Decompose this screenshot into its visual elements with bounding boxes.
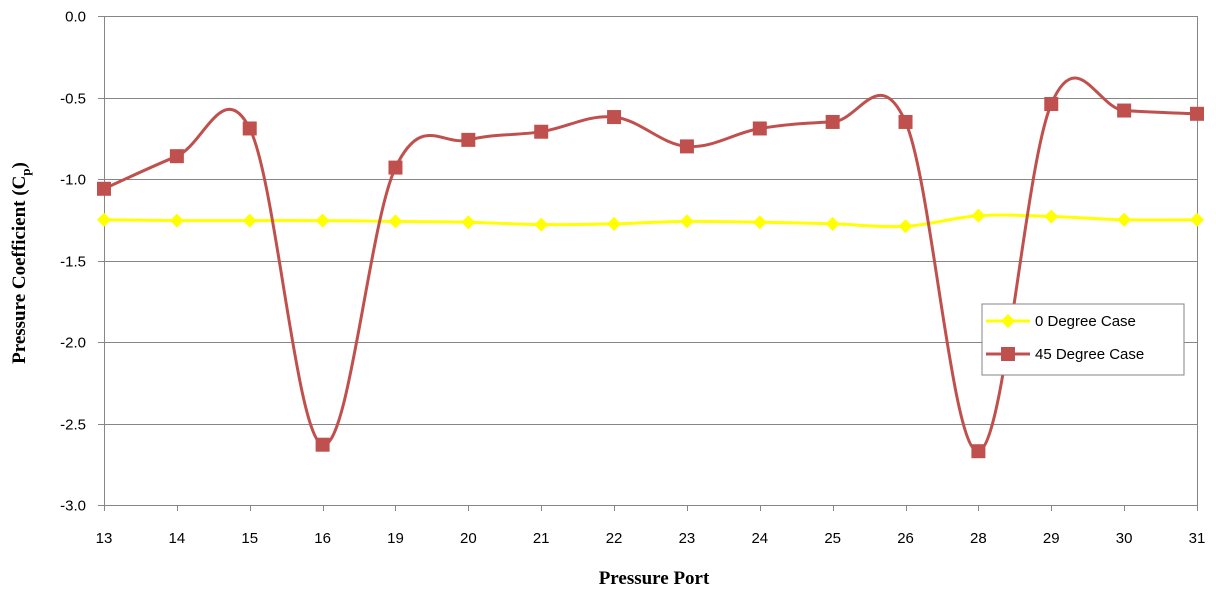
- series-1: [97, 76, 1204, 459]
- y-axis-title-subscript: p: [18, 168, 33, 175]
- series-line: [103, 76, 1198, 453]
- plot-area-border: [104, 16, 1198, 506]
- data-point-square: [315, 437, 330, 452]
- data-point-diamond: [898, 219, 913, 234]
- data-point-square: [1044, 97, 1059, 112]
- x-tick-label: 15: [241, 530, 258, 547]
- y-axis-title-main: Pressure Coefficient (C: [9, 176, 30, 364]
- y-tick-label: -2.5: [60, 417, 86, 434]
- legend-diamond-marker: [1001, 314, 1015, 328]
- x-tick-label: 25: [824, 530, 841, 547]
- y-tick-label: 0.0: [65, 9, 86, 26]
- y-tick-label: -3.0: [60, 498, 86, 515]
- data-point-diamond: [534, 217, 549, 232]
- legend-item-0-degree: 0 Degree Case: [986, 313, 1136, 330]
- legend-item-45-degree: 45 Degree Case: [986, 346, 1144, 363]
- data-point-diamond: [1117, 212, 1132, 227]
- data-point-square: [461, 132, 476, 147]
- x-tick-label: 23: [679, 530, 696, 547]
- data-point-square: [169, 149, 184, 164]
- y-tick-label: -2.0: [60, 335, 86, 352]
- y-axis-title-suffix: ): [9, 162, 30, 168]
- x-tick-label: 13: [96, 530, 113, 547]
- legend-box: [981, 303, 1185, 376]
- legend: 0 Degree Case 45 Degree Case: [981, 303, 1185, 376]
- x-tick-label: 21: [533, 530, 550, 547]
- data-point-diamond: [679, 214, 694, 229]
- x-tick-label: 19: [387, 530, 404, 547]
- legend-square-marker: [1001, 347, 1015, 361]
- series-line: [103, 213, 1198, 229]
- data-point-diamond: [971, 208, 986, 223]
- x-tick-label: 26: [897, 530, 914, 547]
- data-point-square: [1190, 106, 1204, 121]
- x-tick-label: 22: [606, 530, 623, 547]
- y-tick-labels: 0.0 -0.5 -1.0 -1.5 -2.0 -2.5 -3.0: [60, 9, 86, 515]
- data-point-diamond: [97, 212, 111, 227]
- x-tick-label: 30: [1116, 530, 1133, 547]
- x-tick-label: 14: [169, 530, 186, 547]
- data-point-square: [607, 110, 622, 125]
- x-tick-label: 24: [751, 530, 768, 547]
- data-point-diamond: [825, 216, 840, 231]
- data-point-square: [242, 121, 257, 136]
- data-point-diamond: [315, 213, 330, 228]
- data-point-square: [971, 444, 986, 459]
- series-0: [97, 208, 1204, 234]
- data-point-diamond: [388, 214, 403, 229]
- x-tick-labels: 13 14 15 16 19 20 21 22 23 24 25 26 28 29 30 31: [96, 530, 1206, 547]
- grid-lines: [104, 16, 1197, 506]
- data-point-square: [898, 114, 913, 129]
- data-point-square: [534, 124, 549, 139]
- axes: [98, 16, 1198, 511]
- data-point-square: [825, 114, 840, 129]
- data-point-diamond: [1190, 212, 1204, 227]
- y-tick-label: -0.5: [60, 91, 86, 108]
- x-tick-label: 20: [460, 530, 477, 547]
- data-point-square: [97, 181, 111, 196]
- x-tick-label: 31: [1189, 530, 1206, 547]
- data-point-square: [388, 160, 403, 175]
- x-tick-label: 29: [1043, 530, 1060, 547]
- data-point-diamond: [752, 215, 767, 230]
- y-tick-label: -1.5: [60, 254, 86, 271]
- x-tick-label: 28: [970, 530, 987, 547]
- data-point-diamond: [461, 215, 476, 230]
- legend-label-45-degree: 45 Degree Case: [1035, 346, 1144, 363]
- data-point-diamond: [242, 213, 257, 228]
- x-tick-label: 16: [314, 530, 331, 547]
- data-point-square: [1117, 103, 1132, 118]
- x-axis-title: Pressure Port: [599, 568, 710, 589]
- y-axis-title: Pressure Coefficient (Cp): [9, 162, 33, 364]
- data-point-square: [752, 121, 767, 136]
- data-point-diamond: [607, 216, 622, 231]
- data-point-square: [679, 139, 694, 154]
- data-point-diamond: [1044, 209, 1059, 224]
- series-layer: [97, 76, 1204, 459]
- y-tick-label: -1.0: [60, 172, 86, 189]
- legend-label-0-degree: 0 Degree Case: [1035, 313, 1136, 330]
- data-point-diamond: [169, 213, 184, 228]
